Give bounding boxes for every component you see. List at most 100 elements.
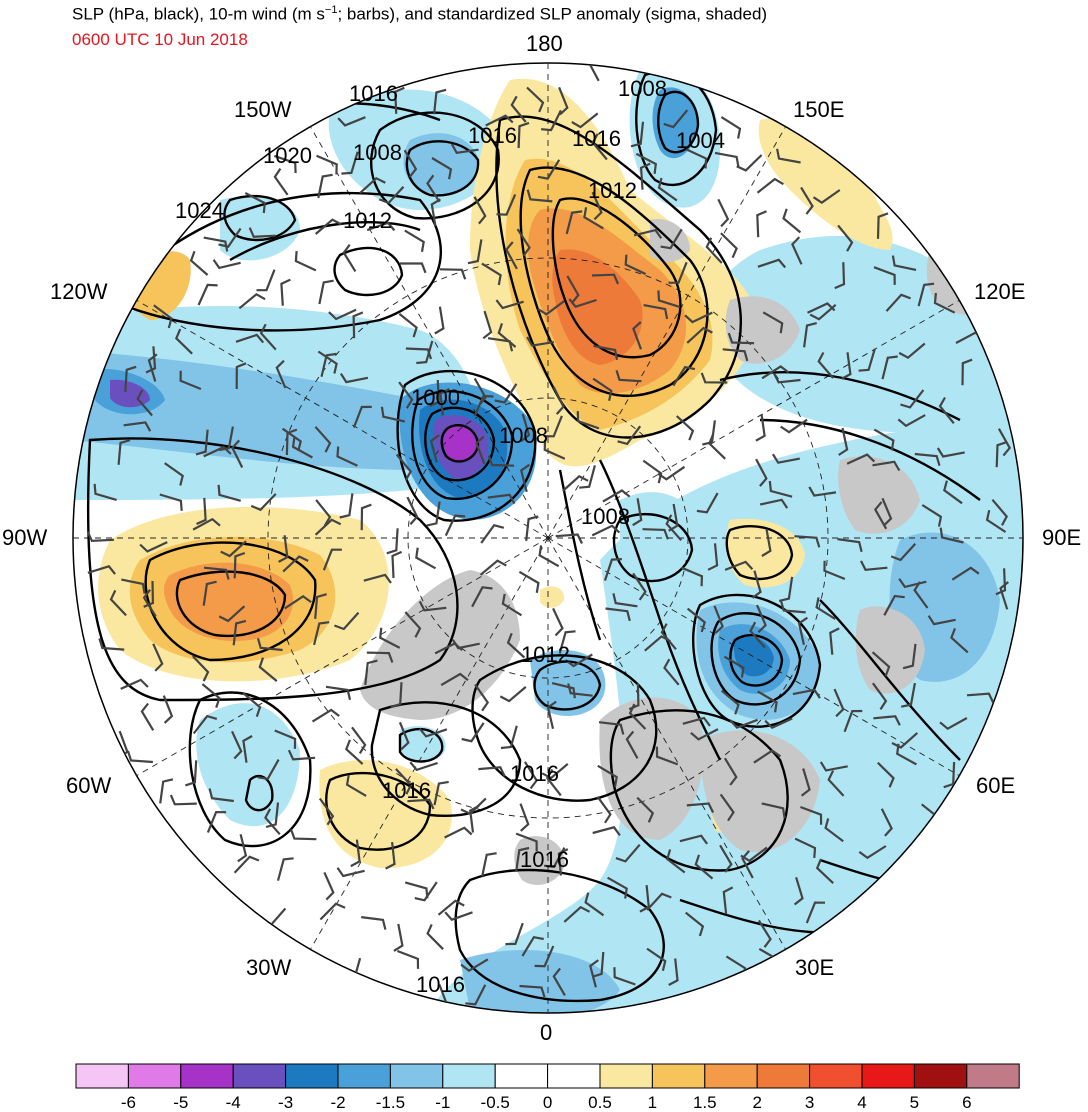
wind-barb — [545, 768, 562, 797]
title-prefix: SLP (hPa, black), 10-m wind (m s — [72, 4, 325, 24]
wind-barb — [407, 798, 435, 810]
wind-barb — [475, 435, 486, 465]
wind-barb — [800, 186, 814, 215]
wind-barb — [429, 434, 440, 463]
wind-barb — [280, 278, 291, 306]
colorbar-swatch — [704, 1063, 758, 1089]
colorbar-swatch — [651, 1063, 706, 1089]
wind-barb — [398, 313, 418, 338]
wind-barb — [519, 463, 531, 493]
wind-barb — [612, 593, 638, 608]
wind-barb — [339, 373, 369, 384]
wind-barb — [873, 715, 901, 726]
wind-barb — [891, 732, 919, 749]
wind-barb — [543, 439, 566, 460]
wind-barb — [526, 336, 555, 347]
wind-barb — [720, 689, 740, 715]
wind-barb — [686, 326, 713, 344]
wind-barb — [809, 303, 837, 321]
wind-barb — [537, 300, 565, 316]
wind-barb — [684, 311, 713, 324]
wind-barb — [722, 348, 749, 362]
isobar-label: 1020 — [263, 143, 312, 168]
wind-barb — [736, 154, 763, 172]
isobar-label: 1016 — [572, 126, 621, 151]
wind-barb — [921, 504, 943, 527]
wind-barb — [431, 157, 453, 180]
wind-barb — [366, 651, 394, 663]
colorbar-swatch — [389, 1063, 444, 1089]
wind-barb — [414, 881, 438, 902]
wind-barb — [719, 793, 735, 822]
wind-barb — [761, 365, 790, 380]
wind-barb — [391, 550, 403, 578]
wind-barb — [672, 365, 696, 387]
wind-barb — [426, 174, 441, 203]
chart-title: SLP (hPa, black), 10-m wind (m s−1; barb… — [72, 4, 767, 25]
wind-barb — [505, 241, 518, 270]
wind-barb — [473, 394, 494, 417]
wind-barb — [120, 678, 149, 690]
wind-barbs — [86, 63, 1012, 1013]
wind-barb — [719, 844, 733, 873]
wind-barb — [873, 428, 895, 451]
wind-barb — [123, 421, 152, 432]
colorbar-tick-label: -2 — [330, 1093, 345, 1112]
wind-barb — [713, 605, 724, 635]
wind-barb — [506, 632, 526, 659]
wind-barb — [147, 353, 158, 382]
wind-barb — [287, 749, 316, 761]
wind-barb — [538, 545, 560, 568]
wind-barb — [675, 415, 695, 441]
wind-barb — [379, 627, 401, 649]
wind-barb — [519, 984, 546, 998]
wind-barb — [145, 346, 157, 374]
wind-barb — [803, 322, 817, 348]
wind-barb — [258, 657, 278, 682]
wind-barb — [345, 774, 367, 797]
wind-barb — [237, 834, 248, 863]
wind-barb — [314, 218, 342, 235]
wind-barb — [359, 176, 386, 194]
wind-barb — [143, 580, 155, 608]
wind-barb — [938, 396, 955, 424]
wind-barb — [843, 709, 863, 733]
wind-barb — [997, 428, 1012, 457]
wind-barb — [555, 533, 583, 544]
wind-barb — [999, 581, 1009, 610]
wind-barb — [494, 383, 518, 404]
wind-barb — [394, 86, 405, 114]
wind-barb — [720, 116, 742, 139]
wind-barb — [628, 703, 647, 730]
wind-barb — [444, 826, 473, 839]
wind-barb — [702, 420, 716, 446]
wind-barb — [124, 365, 137, 392]
wind-barb — [584, 892, 605, 917]
wind-barb — [933, 292, 956, 314]
wind-barb — [663, 658, 680, 686]
wind-barb — [273, 167, 289, 196]
wind-barb — [778, 576, 794, 602]
wind-barb — [625, 730, 639, 759]
wind-barb — [592, 826, 621, 837]
wind-barb — [487, 493, 516, 505]
wind-barb — [139, 541, 168, 553]
wind-barb — [510, 95, 527, 123]
wind-barb — [98, 638, 125, 651]
wind-barb — [768, 480, 793, 498]
wind-barb — [871, 651, 891, 677]
wind-barb — [876, 212, 889, 239]
wind-barb — [829, 627, 840, 655]
wind-barb — [543, 415, 563, 438]
wind-barb — [517, 121, 530, 149]
wind-barb — [541, 763, 569, 780]
colorbar-tick-label: 2 — [752, 1093, 761, 1112]
wind-barb — [275, 359, 287, 389]
lon-label-90w: 90W — [2, 525, 47, 550]
lon-label-30w: 30W — [246, 955, 291, 980]
wind-barb — [169, 794, 197, 806]
wind-barb — [686, 607, 706, 633]
wind-barb — [833, 688, 845, 718]
wind-barb — [499, 686, 527, 703]
wind-barb — [914, 452, 941, 467]
